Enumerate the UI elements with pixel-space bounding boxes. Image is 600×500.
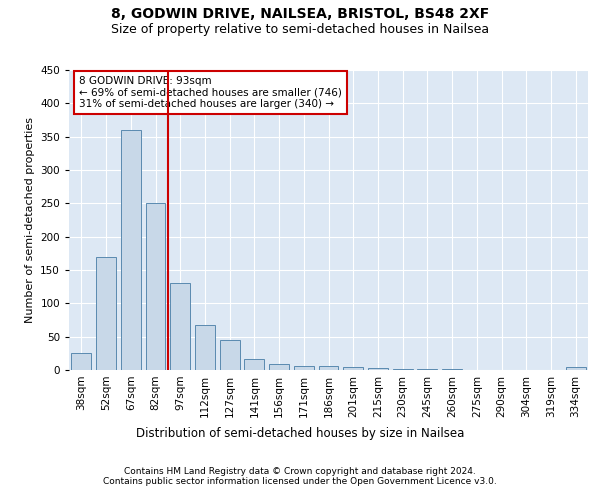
Bar [343, 366, 363, 370]
Bar [195, 324, 215, 370]
Bar [294, 366, 314, 370]
Bar [566, 368, 586, 370]
Bar [319, 366, 338, 370]
Y-axis label: Number of semi-detached properties: Number of semi-detached properties [25, 117, 35, 323]
Text: Size of property relative to semi-detached houses in Nailsea: Size of property relative to semi-detach… [111, 22, 489, 36]
Bar [244, 358, 264, 370]
Bar [393, 368, 413, 370]
Bar [71, 354, 91, 370]
Bar [220, 340, 239, 370]
Bar [418, 368, 437, 370]
Bar [121, 130, 140, 370]
Bar [368, 368, 388, 370]
Bar [170, 284, 190, 370]
Bar [146, 204, 166, 370]
Text: Distribution of semi-detached houses by size in Nailsea: Distribution of semi-detached houses by … [136, 428, 464, 440]
Text: 8 GODWIN DRIVE: 93sqm
← 69% of semi-detached houses are smaller (746)
31% of sem: 8 GODWIN DRIVE: 93sqm ← 69% of semi-deta… [79, 76, 342, 109]
Bar [269, 364, 289, 370]
Bar [96, 256, 116, 370]
Text: Contains HM Land Registry data © Crown copyright and database right 2024.: Contains HM Land Registry data © Crown c… [124, 468, 476, 476]
Text: 8, GODWIN DRIVE, NAILSEA, BRISTOL, BS48 2XF: 8, GODWIN DRIVE, NAILSEA, BRISTOL, BS48 … [111, 8, 489, 22]
Text: Contains public sector information licensed under the Open Government Licence v3: Contains public sector information licen… [103, 478, 497, 486]
